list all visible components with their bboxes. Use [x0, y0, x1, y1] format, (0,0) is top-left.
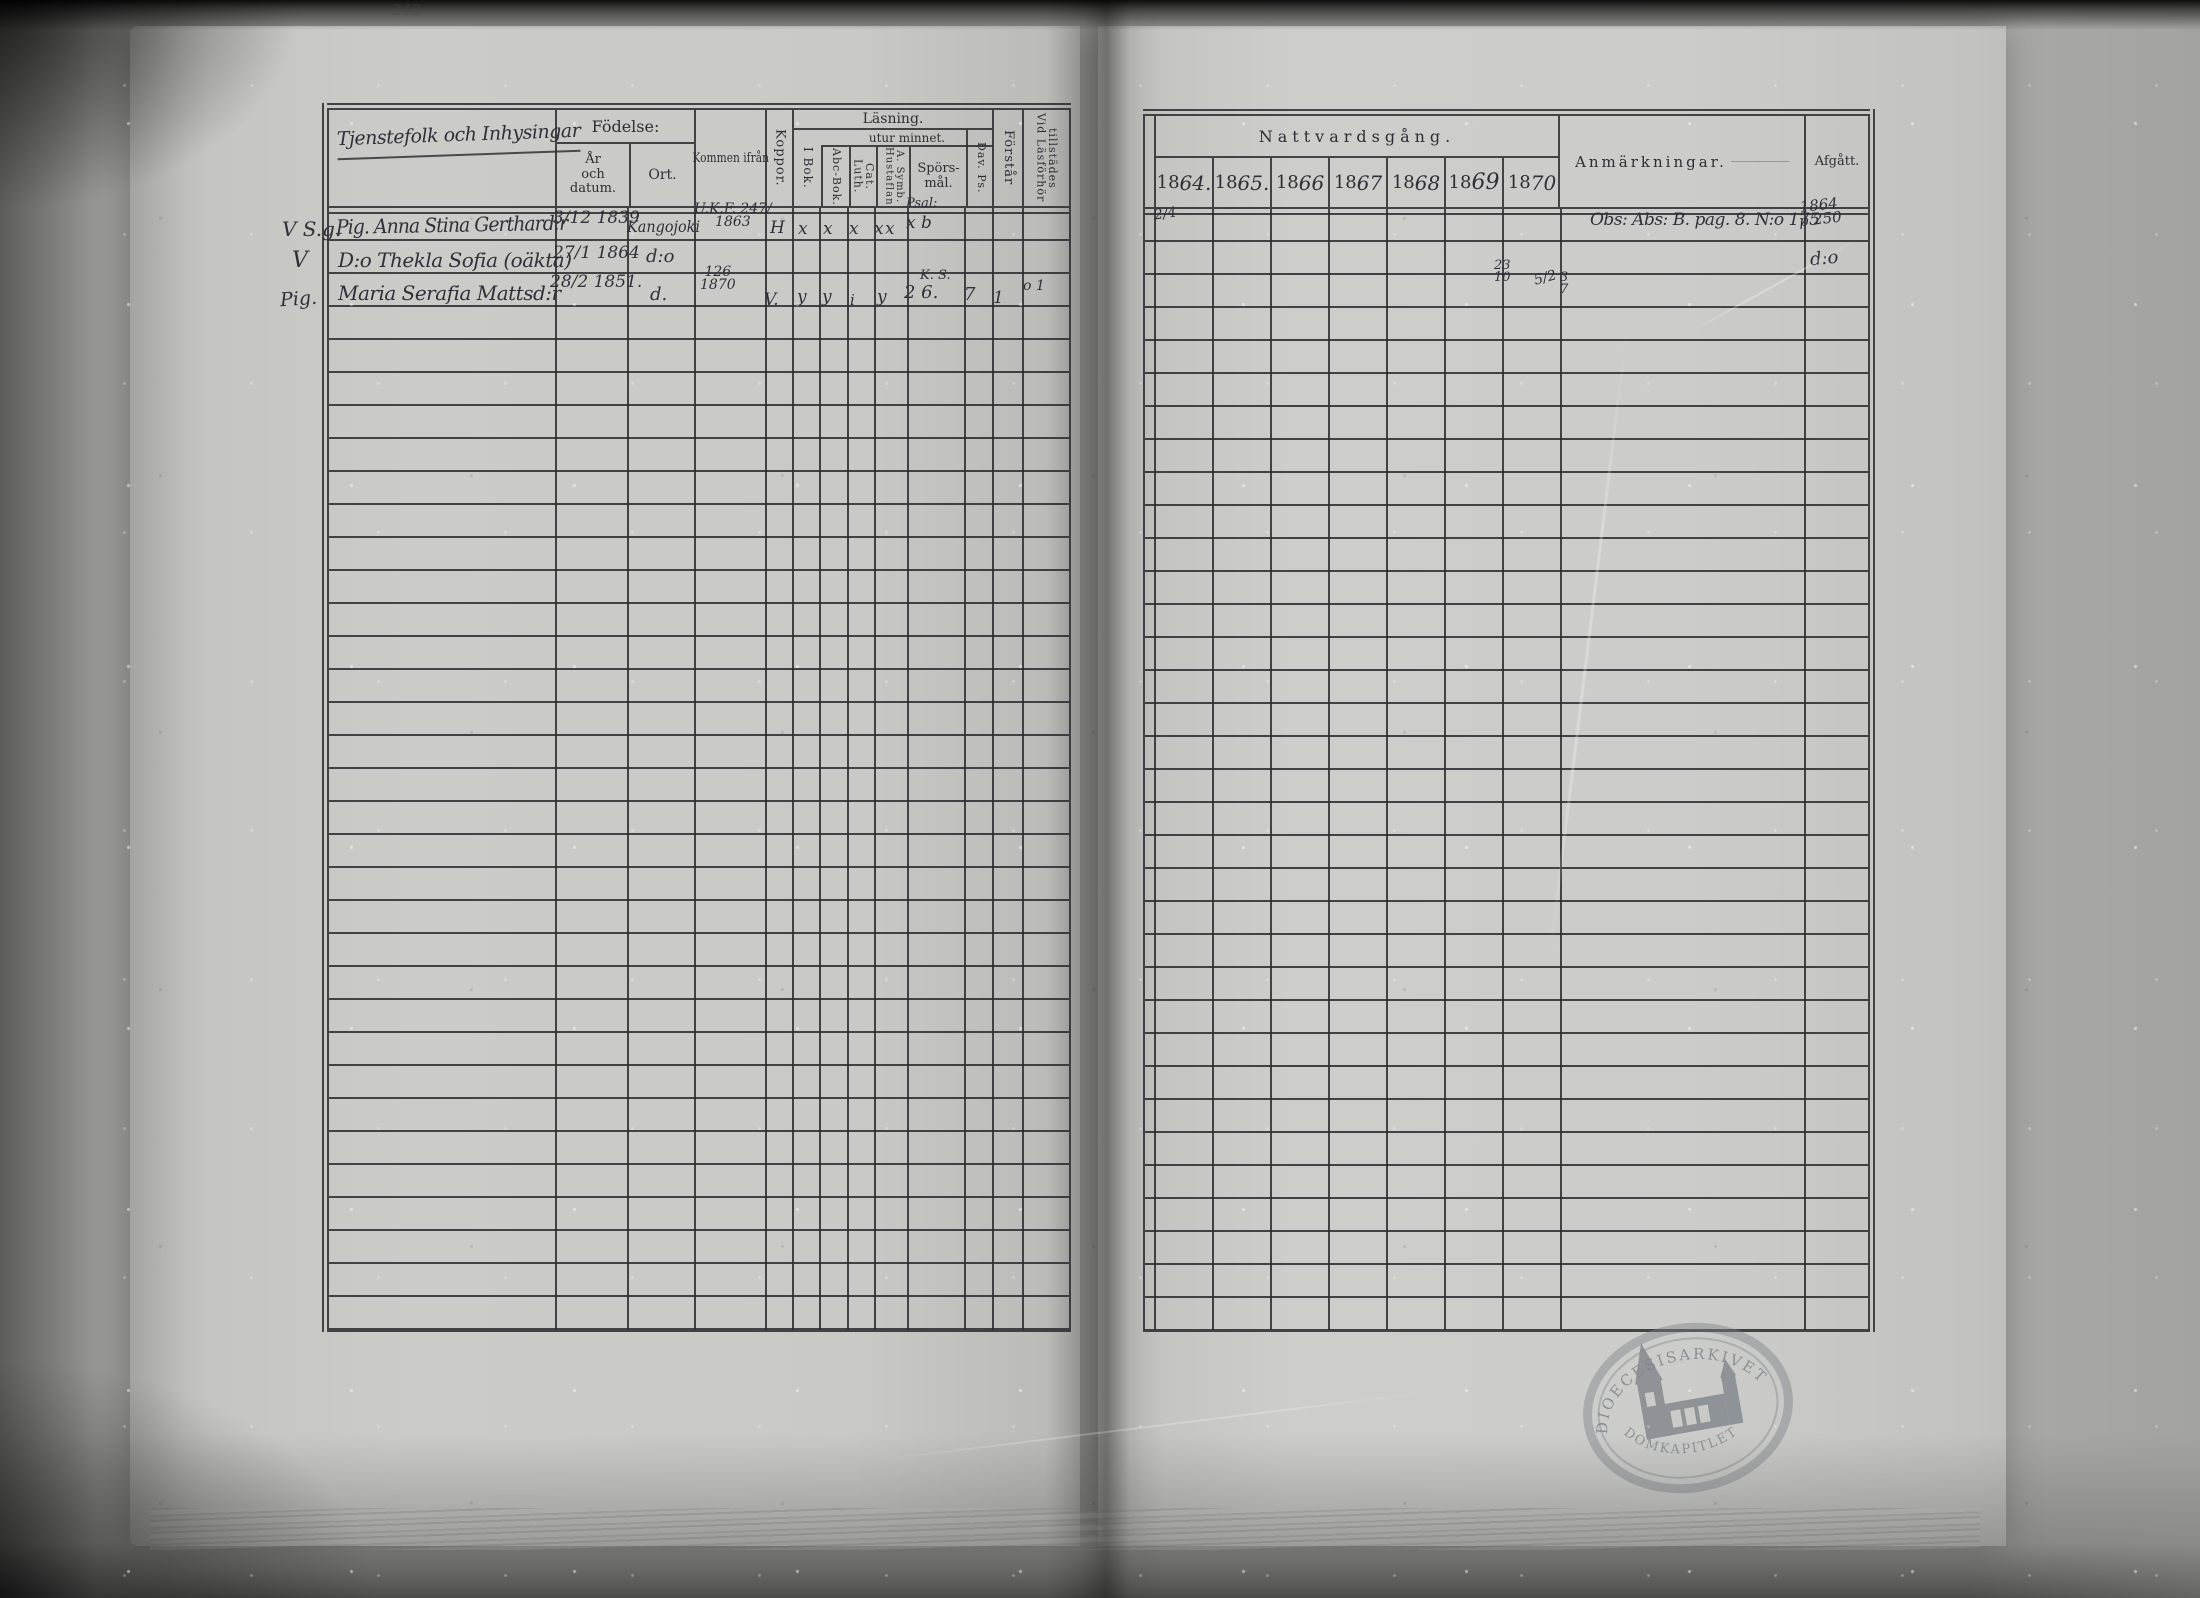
header-ar-och-datum: År och datum.: [569, 151, 617, 197]
header-sporsmal: Spörs- mål.: [909, 147, 966, 206]
header-i-bok: I Bok.: [800, 147, 815, 189]
year-1866: 18 66: [1270, 158, 1328, 207]
header-forstar: Förstår: [992, 110, 1022, 206]
header-nattvardsgang-group: Nattvardsgång. 18 64. 18 65. 18 66 18 67 18 6…: [1154, 116, 1560, 207]
right-table-header: Nattvardsgång. 18 64. 18 65. 18 66 18 67 18 6…: [1145, 116, 1868, 209]
header-lasning-group: Läsning. utur minnet. I Bok. Abc-Bok. Lu…: [792, 110, 994, 206]
header-nattvardsgang: Nattvardsgång.: [1156, 116, 1558, 158]
church-icon: [1635, 1343, 1744, 1440]
header-hustaflan: Hustaflan A. Symb.: [876, 147, 909, 206]
header-lasning: Läsning.: [794, 110, 992, 130]
anmarkningar-rule: [1730, 161, 1789, 162]
year-1867: 18 67: [1328, 158, 1386, 207]
header-ort: Ort.: [629, 144, 694, 206]
left-table-body: [329, 208, 1069, 1330]
right-table-body: [1145, 209, 1868, 1330]
handwritten-section-title: Tjenstefolk och Inhysingar: [336, 119, 581, 161]
header-anmarkningar: Anmärkningar.: [1560, 116, 1804, 207]
examination-table-left: Tjenstefolk och Inhysingar Födelse: År o…: [322, 103, 1071, 1332]
header-dav-ps: Dav. Ps.: [966, 130, 994, 206]
year-1864: 18 64.: [1156, 170, 1212, 195]
header-kommen-ifran: Kommen ifrån: [692, 110, 769, 206]
year-1869: 18 69: [1444, 158, 1502, 207]
header-abc-bok: Abc-Bok.: [821, 147, 849, 206]
header-vid-lasforhor: Vid Läsförhör tillstädes: [1022, 110, 1069, 206]
archive-stamp: DIOECESISARKIVET DOMKAPITLET: [1581, 1322, 1793, 1494]
communion-table-right: Nattvardsgång. 18 64. 18 65. 18 66 18 67 18 6…: [1143, 109, 1875, 1332]
header-koppor: Koppor.: [765, 110, 792, 206]
pencil-page-number: 243 -: [392, 1, 431, 19]
year-1868: 18 68: [1386, 158, 1444, 207]
left-table-header: Tjenstefolk och Inhysingar Födelse: År o…: [329, 110, 1069, 208]
header-afgatt: Afgått.: [1804, 116, 1868, 207]
header-luth-cat: Luth. Cat.: [849, 147, 876, 206]
year-1870: 18 70: [1502, 158, 1560, 207]
header-name-column: Tjenstefolk och Inhysingar: [329, 110, 581, 206]
year-1865: 18 65.: [1212, 158, 1270, 207]
